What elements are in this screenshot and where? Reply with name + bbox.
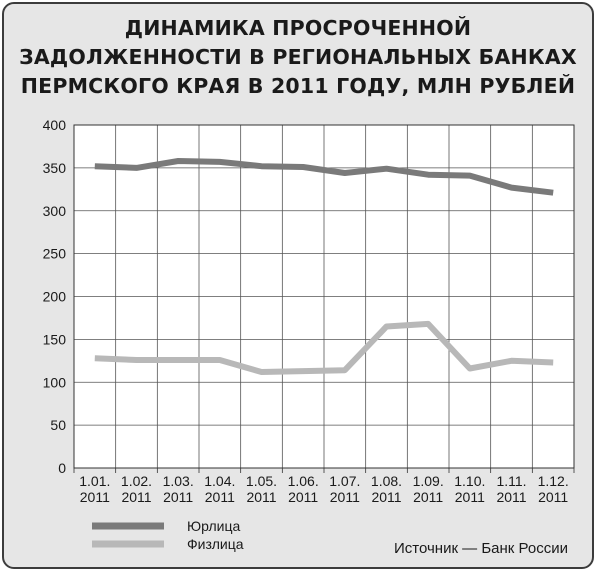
axes: 0 50 100 150 200 250 300 350 400 1.01. 2011 1.02. 20… — [43, 117, 575, 505]
y-tick-label: 350 — [43, 160, 67, 176]
chart-title: ДИНАМИКА ПРОСРОЧЕННОЙ ЗАДОЛЖЕННОСТИ В РЕ… — [4, 14, 592, 101]
x-tick-label: 1.04. 2011 — [204, 473, 235, 505]
chart-frame: ДИНАМИКА ПРОСРОЧЕННОЙ ЗАДОЛЖЕННОСТИ В РЕ… — [2, 2, 594, 569]
legend-label-1: Юрлица — [187, 518, 240, 534]
x-tick-label: 1.12. 2011 — [538, 473, 569, 505]
y-tick-label: 250 — [43, 246, 67, 262]
grid — [73, 124, 575, 469]
y-tick-label: 50 — [50, 417, 66, 433]
y-tick-label: 150 — [43, 331, 67, 347]
source-note: Источник — Банк России — [393, 540, 568, 557]
line-chart: 0 50 100 150 200 250 300 350 400 1.01. 2011 1.02. 20… — [43, 117, 575, 552]
legend-label-2: Физлица — [187, 536, 244, 552]
y-tick-label: 300 — [43, 203, 67, 219]
x-tick-label: 1.02. 2011 — [121, 473, 152, 505]
y-tick-label: 200 — [43, 289, 67, 305]
x-tick-label: 1.09. 2011 — [413, 473, 444, 505]
plot-border — [73, 124, 575, 469]
legend: Юрлица Физлица — [92, 518, 244, 552]
chart-title-line-2: ЗАДОЛЖЕННОСТИ В РЕГИОНАЛЬНЫХ БАНКАХ — [19, 45, 577, 69]
x-tick-label: 1.01. 2011 — [79, 473, 110, 505]
x-tick-label: 1.07. 2011 — [329, 473, 360, 505]
chart-title-line-1: ДИНАМИКА ПРОСРОЧЕННОЙ — [124, 16, 472, 40]
x-tick-label: 1.08. 2011 — [371, 473, 402, 505]
x-tick-label: 1.11. 2011 — [496, 473, 526, 505]
series-line-2 — [94, 320, 554, 375]
x-tick-label: 1.03. 2011 — [163, 473, 194, 505]
x-tick-label: 1.05. 2011 — [246, 473, 277, 505]
x-tick-label: 1.06. 2011 — [288, 473, 319, 505]
y-tick-label: 400 — [43, 117, 67, 133]
series-lines — [94, 158, 554, 375]
y-tick-label: 100 — [43, 374, 67, 390]
x-tick-label: 1.10. 2011 — [454, 473, 485, 505]
series-line-1 — [94, 158, 554, 196]
y-tick-label: 0 — [58, 460, 66, 476]
chart-title-line-3: ПЕРМСКОГО КРАЯ В 2011 ГОДУ, МЛН РУБЛЕЙ — [20, 74, 576, 98]
